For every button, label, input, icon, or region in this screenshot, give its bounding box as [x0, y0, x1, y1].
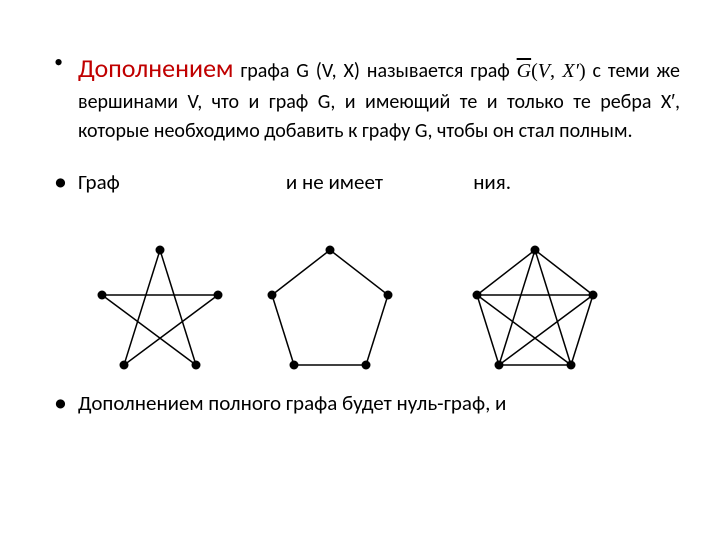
graph-pentagon-cycle	[260, 240, 400, 380]
formula-v: V	[538, 60, 550, 82]
complement-formula: G(V, X′)	[517, 60, 586, 82]
graph-vertex	[290, 361, 299, 370]
formula-xp: X′	[562, 60, 579, 82]
graph-vertex	[326, 246, 335, 255]
graph-vertex	[495, 361, 504, 370]
text-seg: называется граф	[360, 59, 517, 83]
graph-vertex	[384, 291, 393, 300]
v: V	[187, 90, 197, 114]
bullet-item-1: Дополнением графа G (V, X) называется гр…	[50, 50, 680, 146]
text-seg: Граф	[78, 169, 125, 195]
text-seg: , что и граф	[197, 90, 317, 114]
graph-edge	[272, 250, 330, 295]
graph-edge	[102, 295, 196, 365]
graph-star-pentagram	[90, 240, 230, 380]
graph-edge	[330, 250, 388, 295]
xp: X′	[661, 90, 675, 114]
g: G	[318, 90, 331, 114]
graph-edge	[499, 295, 593, 365]
g2: G	[415, 119, 428, 143]
graph-complete-k5	[465, 240, 605, 380]
graph-edge	[272, 295, 294, 365]
blank	[388, 169, 473, 195]
graph-vertex	[362, 361, 371, 370]
graph-vertex	[192, 361, 201, 370]
graph-edge	[477, 295, 571, 365]
graph-vertex	[214, 291, 223, 300]
graph-edge	[535, 250, 593, 295]
formula-open: (	[531, 60, 538, 82]
text-seg: и не имеет	[281, 169, 388, 195]
formula-comma: ,	[550, 60, 562, 82]
graph-vertex	[567, 361, 576, 370]
text-seg: ния.	[473, 169, 511, 195]
graph-vertex	[98, 291, 107, 300]
text-seg: , и имеющий те и только те ребра	[330, 90, 661, 114]
text-seg: , чтобы он стал полным.	[427, 119, 632, 143]
term-highlight: Дополнением	[78, 52, 233, 84]
graph-vertex	[156, 246, 165, 255]
graph-edge	[477, 295, 499, 365]
graph-edge	[571, 295, 593, 365]
graph-edge	[366, 295, 388, 365]
graph-vertex	[531, 246, 540, 255]
graph-edge	[535, 250, 571, 365]
slide: Дополнением графа G (V, X) называется гр…	[0, 0, 720, 540]
graph-vertex	[120, 361, 129, 370]
graph-edge	[499, 250, 535, 365]
blank	[125, 169, 282, 195]
gbar: G	[517, 60, 531, 82]
graph-edge	[124, 295, 218, 365]
graph-vertex	[268, 291, 277, 300]
graph-edge	[124, 250, 160, 365]
text-seg: графа	[233, 59, 296, 83]
graph-vertex	[589, 291, 598, 300]
diagram-row	[80, 240, 640, 410]
graph-edge	[160, 250, 196, 365]
graph-edge	[477, 250, 535, 295]
formula-close: )	[579, 60, 586, 82]
graph-vertex	[473, 291, 482, 300]
gvx: G (V, X)	[296, 59, 360, 83]
